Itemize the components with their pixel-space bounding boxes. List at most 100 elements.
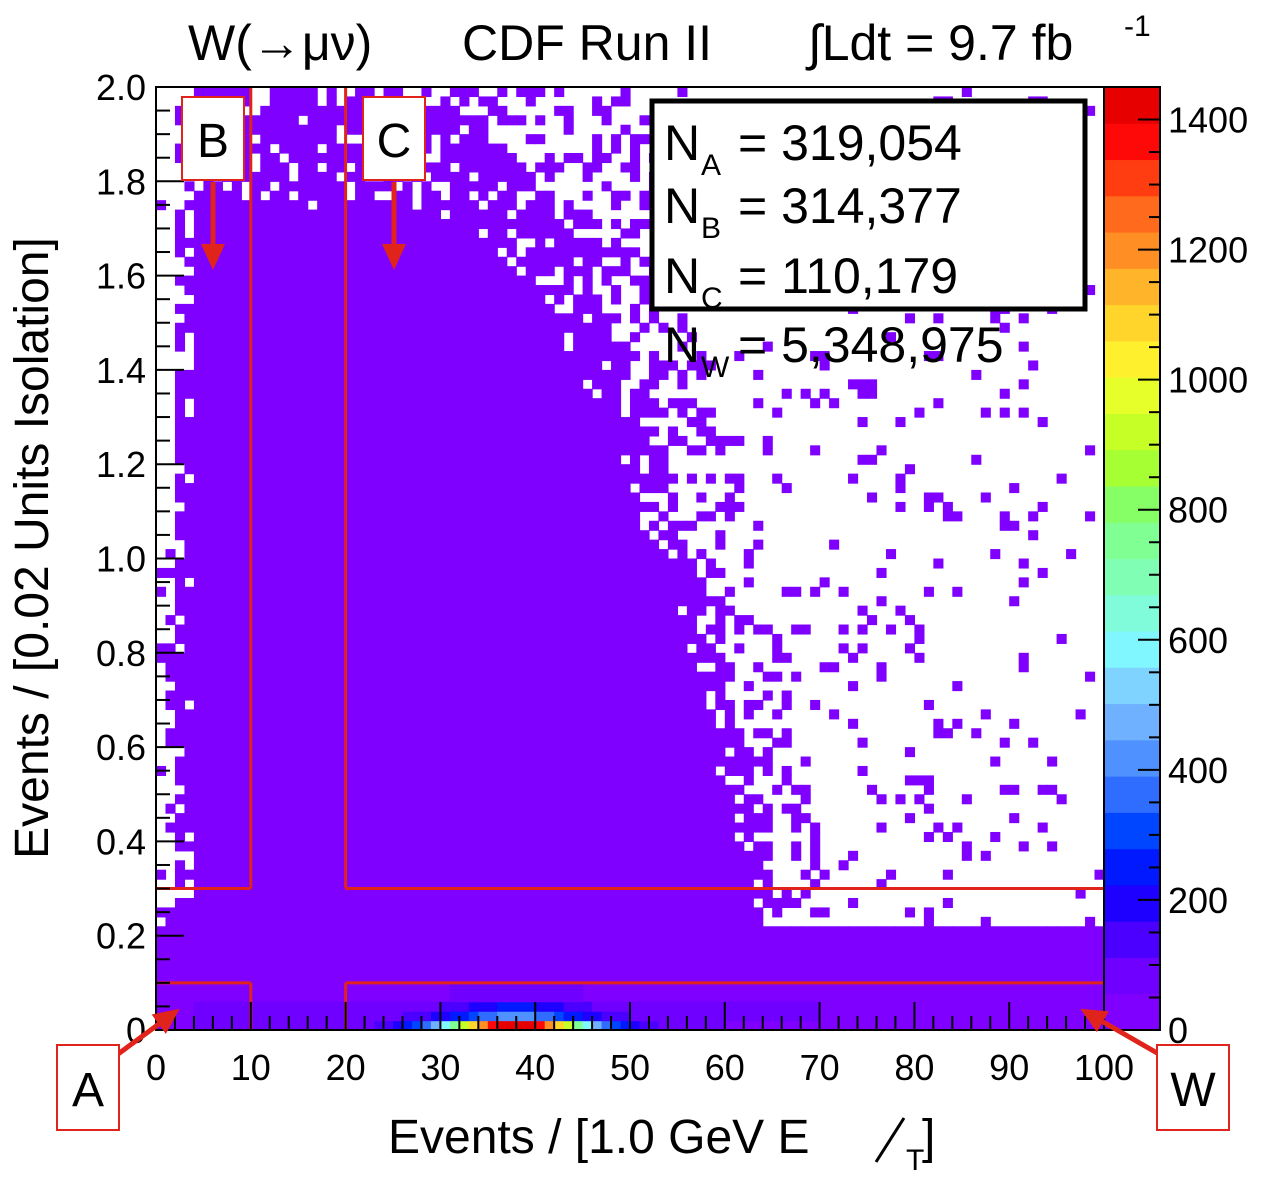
heatmap-cell [554,897,565,909]
heatmap-cell [364,973,375,984]
heatmap-cell [250,558,261,569]
heatmap-cell [592,464,603,475]
heatmap-cell [222,935,233,946]
heatmap-cell [355,379,366,390]
heatmap-cell [468,407,479,418]
heatmap-cell [184,322,195,333]
heatmap-cell [535,369,546,380]
heatmap-cell [298,765,309,776]
heatmap-cell [573,624,584,635]
heatmap-cell [231,520,242,531]
heatmap-cell [554,841,565,852]
heatmap-cell [421,879,432,890]
heatmap-cell [260,200,271,211]
heatmap-cell [648,398,660,409]
heatmap-cell [231,888,242,899]
heatmap-cell [193,784,204,795]
heatmap-cell [336,360,347,371]
heatmap-cell [269,709,280,720]
heatmap-cell [260,690,271,701]
heatmap-cell [601,926,612,937]
heatmap-cell [279,445,290,456]
heatmap-cell [212,954,223,965]
heatmap-cell [421,850,432,861]
heatmap-cell [592,586,603,597]
heatmap-cell [639,954,650,965]
heatmap-cell [430,454,441,465]
heatmap-cell [554,662,565,673]
heatmap-cell [667,492,678,503]
heatmap-cell [620,888,631,899]
heatmap-cell [231,464,242,475]
heatmap-cell [525,369,536,380]
heatmap-cell [430,303,441,314]
heatmap-cell [193,426,204,437]
heatmap-cell [440,426,451,437]
heatmap-cell [402,624,413,635]
heatmap-cell [421,332,432,343]
heatmap-cell [449,879,460,890]
heatmap-cell [449,822,460,833]
heatmap-cell [374,407,385,418]
heatmap-cell [525,171,536,182]
heatmap-cell [544,369,555,380]
heatmap-cell [374,379,385,390]
heatmap-cell [212,520,223,531]
heatmap-cell [449,256,460,267]
heatmap-cell [411,549,423,560]
heatmap-cell [326,869,337,880]
heatmap-cell [601,615,612,626]
heatmap-cell [516,275,527,286]
heatmap-cell [279,973,290,984]
heatmap-cell [307,709,318,720]
heatmap-cell [184,671,195,682]
heatmap-cell [601,982,612,993]
heatmap-cell [402,558,413,569]
heatmap-cell [174,219,186,230]
heatmap-cell [506,615,517,626]
heatmap-cell [563,313,574,324]
heatmap-cell [563,266,574,277]
heatmap-cell [184,275,195,286]
heatmap-cell [383,690,394,701]
heatmap-cell [648,699,660,710]
heatmap-cell [345,897,356,909]
heatmap-cell [241,369,252,380]
heatmap-cell [279,483,290,494]
heatmap-cell [449,247,460,258]
heatmap-cell [393,379,404,390]
heatmap-cell [497,699,508,710]
heatmap-cell [620,926,631,937]
heatmap-cell [260,945,271,956]
heatmap-cell [573,247,584,258]
heatmap-cell [620,935,631,946]
heatmap-cell [411,671,423,682]
heatmap-cell [459,247,470,258]
heatmap-cell [298,737,309,748]
heatmap-cell [364,907,375,918]
heatmap-cell [449,143,460,154]
heatmap-cell [611,803,622,814]
heatmap-cell [288,860,299,871]
heatmap-cell [620,737,631,748]
heatmap-cell [468,586,479,597]
heatmap-cell [279,219,290,230]
heatmap-cell [573,747,584,758]
heatmap-cell [260,294,271,305]
heatmap-cell [231,303,242,314]
heatmap-cell [677,398,688,409]
heatmap-cell [516,567,527,578]
heatmap-cell [440,869,451,880]
heatmap-cell [648,351,660,362]
heatmap-cell [611,784,622,795]
heatmap-cell [288,313,299,324]
heatmap-cell [449,511,460,522]
heatmap-cell [222,718,233,729]
heatmap-cell [383,803,394,814]
heatmap-cell [374,784,385,795]
heatmap-cell [516,492,527,503]
heatmap-cell [440,624,451,635]
heatmap-cell [592,237,603,248]
heatmap-cell [288,266,299,277]
heatmap-cell [563,445,574,456]
